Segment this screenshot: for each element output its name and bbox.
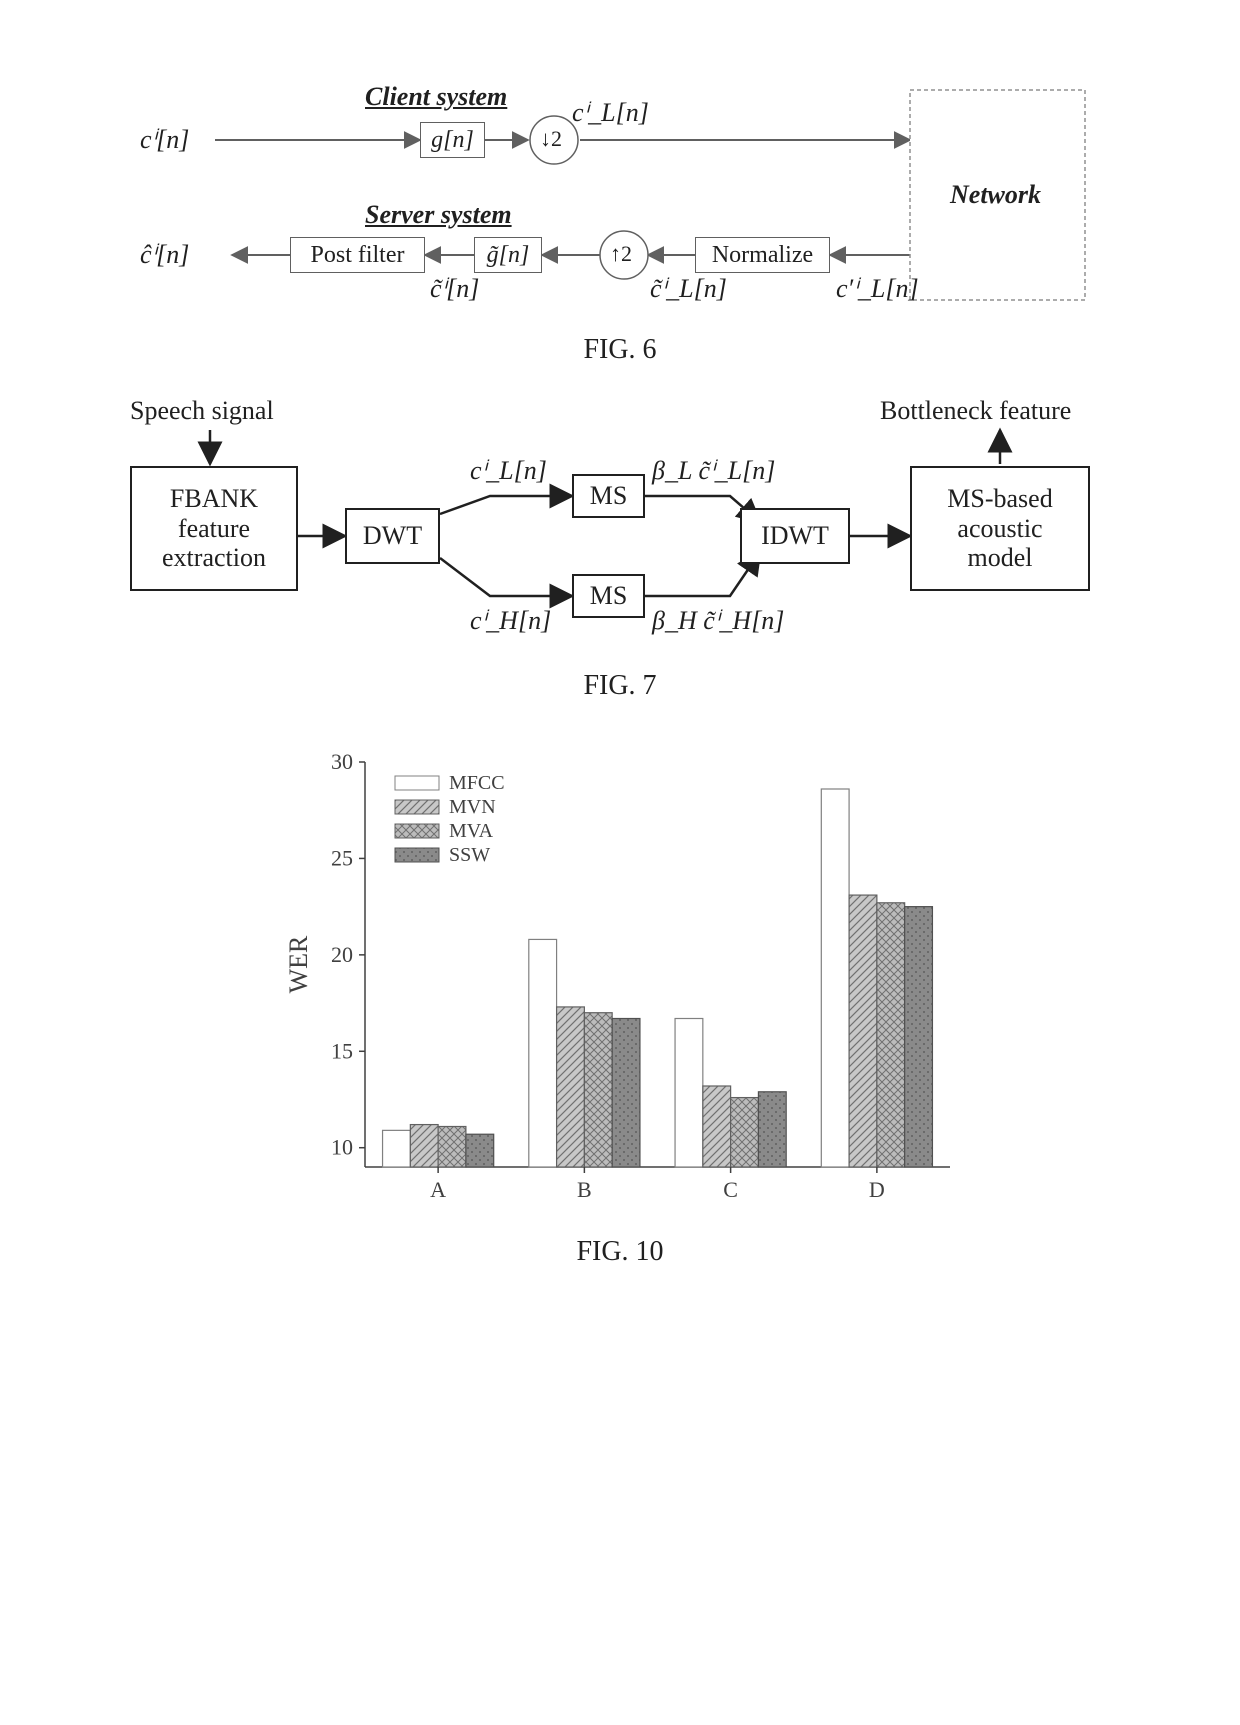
fig6-chat: ĉⁱ[n] — [140, 240, 189, 270]
svg-text:C: C — [723, 1177, 738, 1202]
svg-text:MFCC: MFCC — [449, 772, 505, 794]
svg-text:B: B — [577, 1177, 592, 1202]
fig7-ms-bot: MS — [572, 574, 645, 618]
svg-text:MVN: MVN — [449, 796, 496, 818]
figure-10: 10 15 20 25 30 WER A B C D MFCCMVNMVASSW FIG. 10 — [40, 742, 1200, 1268]
fig6-normalize: Normalize — [695, 237, 830, 273]
svg-text:30: 30 — [331, 749, 353, 774]
svg-text:20: 20 — [331, 942, 353, 967]
fig7-dwt: DWT — [345, 508, 440, 564]
svg-text:WER: WER — [284, 935, 313, 993]
fig6-cL-out: cⁱ_L[n] — [572, 98, 649, 128]
svg-text:SSW: SSW — [449, 844, 490, 866]
fig7-acoustic: MS-based acoustic model — [910, 466, 1090, 591]
fig6-diagram: cⁱ[n] Client system g[n] ↓2 cⁱ_L[n] Netw… — [140, 70, 1100, 320]
svg-text:15: 15 — [331, 1038, 353, 1063]
svg-text:A: A — [430, 1177, 446, 1202]
fig6-gtilde: g̃[n] — [474, 237, 542, 273]
fig7-diagram: Speech signal Bottleneck feature FBANK f… — [120, 396, 1120, 656]
figure-7: Speech signal Bottleneck feature FBANK f… — [40, 396, 1200, 702]
svg-text:D: D — [869, 1177, 885, 1202]
fig10-caption: FIG. 10 — [40, 1236, 1200, 1268]
fig6-up2: ↑2 — [610, 241, 632, 267]
fig6-down2: ↓2 — [540, 126, 562, 152]
fig7-ms-top: MS — [572, 474, 645, 518]
fig6-ctilde: c̃ⁱ[n] — [430, 274, 479, 304]
fig6-cLtilde: c̃ⁱ_L[n] — [650, 274, 727, 304]
svg-text:25: 25 — [331, 845, 353, 870]
fig7-cL: cⁱ_L[n] — [470, 456, 547, 486]
fig7-fbank: FBANK feature extraction — [130, 466, 298, 591]
fig6-network: Network — [950, 180, 1041, 210]
fig7-bH: β_H c̃ⁱ_H[n] — [652, 606, 784, 636]
fig10-chart: 10 15 20 25 30 WER A B C D MFCCMVNMVASSW — [270, 742, 970, 1222]
svg-text:MVA: MVA — [449, 820, 494, 842]
fig6-client-title: Client system — [365, 82, 507, 112]
svg-text:10: 10 — [331, 1135, 353, 1160]
fig6-cLprime: c′ⁱ_L[n] — [836, 274, 919, 304]
fig7-caption: FIG. 7 — [40, 670, 1200, 702]
fig7-idwt: IDWT — [740, 508, 850, 564]
fig7-speech: Speech signal — [130, 396, 274, 426]
figure-6: cⁱ[n] Client system g[n] ↓2 cⁱ_L[n] Netw… — [40, 70, 1200, 366]
fig6-input: cⁱ[n] — [140, 125, 189, 155]
fig7-bL: β_L c̃ⁱ_L[n] — [652, 456, 775, 486]
fig6-postfilter: Post filter — [290, 237, 425, 273]
fig10-svg: 10 15 20 25 30 WER A B C D MFCCMVNMVASSW — [270, 742, 970, 1222]
fig6-caption: FIG. 6 — [40, 334, 1200, 366]
fig7-cH: cⁱ_H[n] — [470, 606, 551, 636]
fig7-bottleneck: Bottleneck feature — [880, 396, 1071, 426]
fig6-server-title: Server system — [365, 200, 512, 230]
fig6-g-box: g[n] — [420, 122, 485, 158]
